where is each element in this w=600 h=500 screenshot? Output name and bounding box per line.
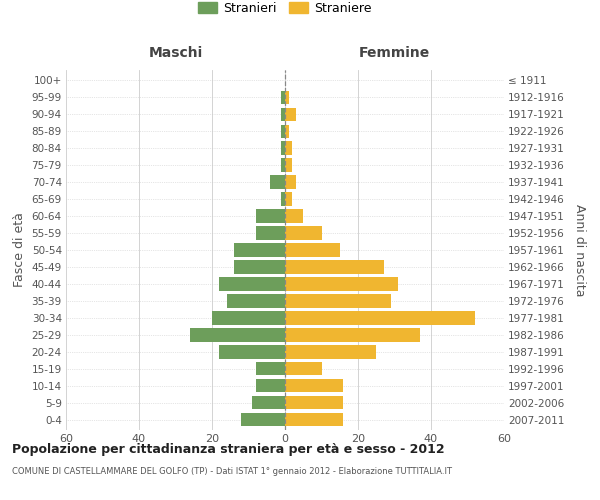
Bar bbox=[285, 346, 376, 358]
Bar bbox=[256, 362, 285, 376]
Bar bbox=[285, 226, 322, 239]
Bar bbox=[285, 244, 340, 256]
Bar bbox=[256, 210, 285, 222]
Bar bbox=[281, 142, 285, 154]
Legend: Stranieri, Straniere: Stranieri, Straniere bbox=[193, 0, 377, 20]
Bar bbox=[285, 124, 289, 138]
Bar bbox=[285, 294, 391, 308]
Bar bbox=[227, 294, 285, 308]
Bar bbox=[285, 176, 296, 188]
Bar bbox=[281, 124, 285, 138]
Bar bbox=[285, 90, 289, 104]
Bar bbox=[285, 396, 343, 409]
Text: Popolazione per cittadinanza straniera per età e sesso - 2012: Popolazione per cittadinanza straniera p… bbox=[12, 442, 445, 456]
Bar bbox=[241, 413, 285, 426]
Bar bbox=[281, 90, 285, 104]
Bar bbox=[256, 226, 285, 239]
Bar bbox=[285, 158, 292, 172]
Bar bbox=[285, 108, 296, 121]
Bar bbox=[281, 108, 285, 121]
Bar bbox=[190, 328, 285, 342]
Bar bbox=[271, 176, 285, 188]
Bar bbox=[212, 312, 285, 324]
Bar bbox=[220, 278, 285, 290]
Bar bbox=[220, 346, 285, 358]
Bar bbox=[285, 192, 292, 205]
Bar bbox=[285, 328, 420, 342]
Bar bbox=[234, 260, 285, 274]
Y-axis label: Anni di nascita: Anni di nascita bbox=[573, 204, 586, 296]
Text: COMUNE DI CASTELLAMMARE DEL GOLFO (TP) - Dati ISTAT 1° gennaio 2012 - Elaborazio: COMUNE DI CASTELLAMMARE DEL GOLFO (TP) -… bbox=[12, 468, 452, 476]
Bar bbox=[285, 142, 292, 154]
Text: Maschi: Maschi bbox=[148, 46, 203, 60]
Bar bbox=[285, 312, 475, 324]
Bar bbox=[281, 158, 285, 172]
Bar bbox=[252, 396, 285, 409]
Bar bbox=[256, 379, 285, 392]
Bar bbox=[285, 260, 383, 274]
Text: Femmine: Femmine bbox=[359, 46, 430, 60]
Bar bbox=[285, 413, 343, 426]
Bar bbox=[285, 362, 322, 376]
Bar bbox=[281, 192, 285, 205]
Bar bbox=[285, 278, 398, 290]
Bar bbox=[285, 379, 343, 392]
Bar bbox=[285, 210, 303, 222]
Y-axis label: Fasce di età: Fasce di età bbox=[13, 212, 26, 288]
Bar bbox=[234, 244, 285, 256]
